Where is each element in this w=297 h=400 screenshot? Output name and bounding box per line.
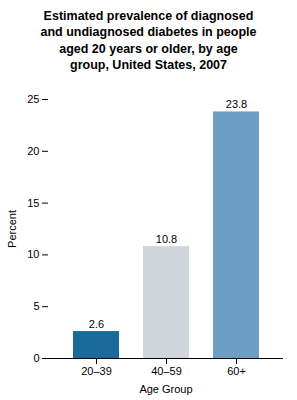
svg-text:40–59: 40–59 (151, 365, 182, 377)
svg-text:Percent: Percent (6, 210, 18, 248)
svg-text:5: 5 (33, 300, 39, 312)
svg-text:15: 15 (27, 197, 39, 209)
svg-text:10.8: 10.8 (156, 233, 177, 245)
svg-text:60+: 60+ (227, 365, 246, 377)
svg-text:10: 10 (27, 248, 39, 260)
svg-text:Age Group: Age Group (139, 383, 192, 395)
svg-text:2.6: 2.6 (89, 318, 104, 330)
svg-text:20–39: 20–39 (81, 365, 112, 377)
html-text:Estimated prevalence of diagno: Estimated prevalence of diagnosed and un… (40, 9, 257, 72)
svg-text:23.8: 23.8 (226, 98, 247, 110)
svg-text:0: 0 (33, 352, 39, 364)
svg-text:20: 20 (27, 145, 39, 157)
svg-text:25: 25 (27, 93, 39, 105)
